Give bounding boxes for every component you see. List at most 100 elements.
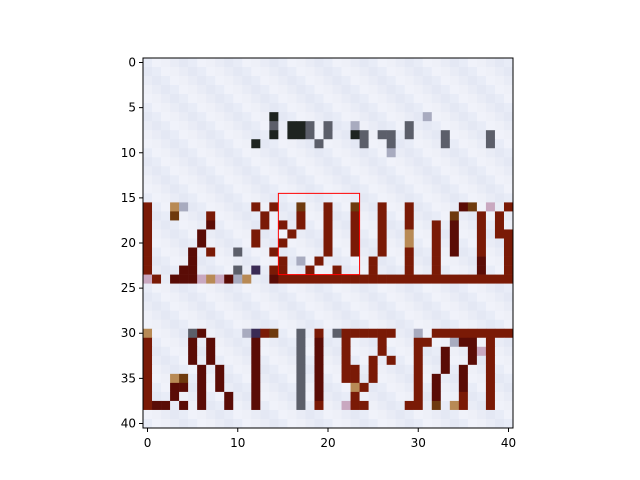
heatmap-cell [476, 292, 487, 302]
heatmap-cell [368, 76, 378, 86]
heatmap-cell [386, 301, 396, 311]
heatmap-cell [170, 229, 180, 239]
heatmap-cell [251, 382, 261, 393]
heatmap-cell [161, 256, 171, 266]
heatmap-cell [431, 184, 442, 194]
heatmap-cell [143, 202, 153, 212]
heatmap-cell [215, 391, 225, 402]
heatmap-cell [494, 265, 505, 275]
heatmap-cell [206, 355, 216, 366]
heatmap-cell [305, 301, 315, 311]
heatmap-cell [359, 211, 369, 221]
heatmap-cell [413, 238, 424, 248]
heatmap-cell [485, 76, 496, 86]
heatmap-cell [179, 58, 189, 68]
heatmap-cell [206, 121, 216, 131]
heatmap-cell [197, 166, 207, 176]
heatmap-cell [143, 85, 153, 95]
heatmap-cell [440, 256, 451, 266]
heatmap-cell [332, 229, 342, 239]
heatmap-cell [269, 121, 279, 131]
heatmap-cell [386, 265, 396, 275]
heatmap-cell [215, 373, 225, 384]
heatmap-cell [188, 184, 198, 194]
heatmap-cell [476, 247, 487, 257]
heatmap-cell [161, 382, 171, 393]
heatmap-cell [197, 238, 207, 248]
heatmap-cell [422, 400, 433, 411]
heatmap-cell [305, 373, 315, 384]
heatmap-cell [368, 238, 378, 248]
heatmap-cell [485, 391, 496, 402]
heatmap-cell [296, 292, 306, 302]
heatmap-cell [152, 166, 162, 176]
heatmap-cell [143, 94, 153, 104]
heatmap-cell [197, 274, 207, 284]
heatmap-cell [278, 373, 288, 384]
heatmap-cell [494, 103, 505, 113]
heatmap-cell [395, 94, 405, 104]
heatmap-cell [215, 76, 225, 86]
heatmap-cell [170, 274, 180, 284]
heatmap-cell [296, 364, 306, 375]
heatmap-cell [422, 337, 433, 348]
heatmap-cell [296, 283, 306, 293]
heatmap-cell [449, 139, 460, 149]
heatmap-cell [251, 364, 261, 375]
heatmap-cell [251, 265, 261, 275]
heatmap-cell [485, 139, 496, 149]
heatmap-cell [503, 58, 514, 68]
heatmap-cell [224, 148, 234, 158]
heatmap-cell [359, 391, 369, 402]
heatmap-cell [197, 409, 207, 420]
heatmap-cell [476, 319, 487, 330]
heatmap-cell [467, 139, 478, 149]
heatmap-cell [161, 58, 171, 68]
heatmap-cell [206, 247, 216, 257]
heatmap-cell [485, 202, 496, 212]
heatmap-cell [287, 157, 297, 167]
heatmap-cell [458, 67, 469, 77]
heatmap-cell [251, 121, 261, 131]
heatmap-cell [449, 58, 460, 68]
heatmap-cell [215, 301, 225, 311]
heatmap-cell [395, 292, 405, 302]
heatmap-cell [197, 184, 207, 194]
heatmap-cell [503, 121, 514, 131]
heatmap-cell [341, 229, 351, 239]
heatmap-cell [359, 220, 369, 230]
heatmap-cell [179, 184, 189, 194]
heatmap-cell [341, 121, 351, 131]
heatmap-cell [206, 67, 216, 77]
heatmap-cell [503, 202, 514, 212]
heatmap-cell [224, 175, 234, 185]
heatmap-cell [305, 103, 315, 113]
heatmap-cell [278, 58, 288, 68]
heatmap-cell [386, 319, 396, 330]
heatmap-cell [296, 382, 306, 393]
heatmap-cell [260, 94, 270, 104]
heatmap-cell [368, 148, 378, 158]
heatmap-cell [152, 319, 162, 330]
heatmap-cell [404, 85, 415, 95]
heatmap-cell [242, 67, 252, 77]
heatmap-cell [197, 346, 207, 357]
heatmap-cell [431, 346, 442, 357]
heatmap-cell [278, 130, 288, 140]
heatmap-cell [242, 382, 252, 393]
heatmap-cell [467, 193, 478, 203]
heatmap-cell [314, 85, 324, 95]
heatmap-cell [395, 76, 405, 86]
heatmap-cell [161, 112, 171, 122]
heatmap-cell [467, 391, 478, 402]
heatmap-cell [404, 238, 415, 248]
heatmap-cell [152, 193, 162, 203]
heatmap-cell [188, 364, 198, 375]
heatmap-cell [413, 364, 424, 375]
heatmap-cell [161, 157, 171, 167]
heatmap-cell [341, 238, 351, 248]
heatmap-cell [143, 328, 153, 339]
heatmap-cell [314, 220, 324, 230]
heatmap-cell [368, 220, 378, 230]
heatmap-cell [251, 85, 261, 95]
